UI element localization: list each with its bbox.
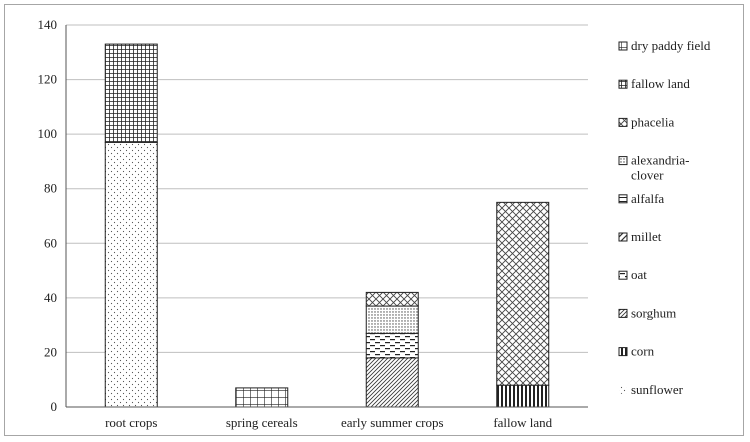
chart-frame: 0 20 40 60 80 100 120 140 root crops spring cere… [4, 4, 744, 436]
bar-root-crops-sunflower [104, 141, 158, 408]
bar-spring-cereals-dry-paddy-field [235, 387, 289, 408]
legend-swatch-phacelia [618, 117, 628, 127]
legend-swatch-alexandria-clover [618, 156, 628, 166]
legend-label: fallow land [631, 76, 690, 91]
bar-early-summer-crops-oat [365, 332, 419, 359]
legend-label: sorghum [631, 305, 676, 320]
bar-root-crops-fallow-land [104, 43, 158, 143]
bar-early-summer-crops-phacelia [365, 291, 419, 307]
legend-label: oat [631, 267, 647, 282]
legend-label: corn [631, 344, 655, 359]
legend: dry paddy field fallow land phacelia alexan… [618, 38, 711, 397]
legend-swatch-fallow-land [618, 79, 628, 89]
x-tick-label: early summer crops [341, 415, 444, 430]
y-tick-label: 140 [38, 17, 58, 32]
y-tick-label: 100 [38, 126, 58, 141]
legend-label: alfalfa [631, 191, 664, 206]
x-axis-labels: root crops spring cereals early summer cro… [105, 415, 553, 430]
legend-swatch-alfalfa [618, 194, 628, 204]
y-tick-label: 60 [44, 235, 57, 250]
legend-swatch-sorghum [618, 308, 628, 318]
bar-early-summer-crops-alexandria-clover [365, 305, 419, 334]
x-tick-label: root crops [105, 415, 157, 430]
y-tick-label: 20 [44, 344, 57, 359]
x-tick-label: spring cereals [226, 415, 298, 430]
bar-early-summer-crops-sorghum [365, 357, 419, 408]
legend-swatch-sunflower [619, 385, 627, 394]
y-tick-label: 120 [38, 72, 58, 87]
legend-label: sunflower [631, 382, 684, 397]
legend-label: alexandria-clover [631, 153, 689, 183]
legend-swatch-oat [618, 270, 628, 280]
stacked-bar-chart: 0 20 40 60 80 100 120 140 root crops spring cere… [38, 17, 711, 430]
legend-swatch-dry-paddy-field [618, 41, 628, 51]
legend-label: phacelia [631, 114, 675, 129]
legend-swatch-millet [618, 232, 628, 242]
y-tick-label: 80 [44, 181, 57, 196]
axes [65, 25, 588, 408]
bar-fallow-land-phacelia [496, 201, 550, 386]
y-tick-label: 40 [44, 290, 57, 305]
legend-label: dry paddy field [631, 38, 711, 53]
bar-fallow-land-corn [496, 384, 550, 408]
legend-swatch-corn [618, 347, 628, 357]
legend-label: millet [631, 229, 662, 244]
y-tick-label: 0 [51, 399, 58, 414]
x-tick-label: fallow land [493, 415, 552, 430]
y-axis-ticks: 0 20 40 60 80 100 120 140 [38, 17, 58, 414]
